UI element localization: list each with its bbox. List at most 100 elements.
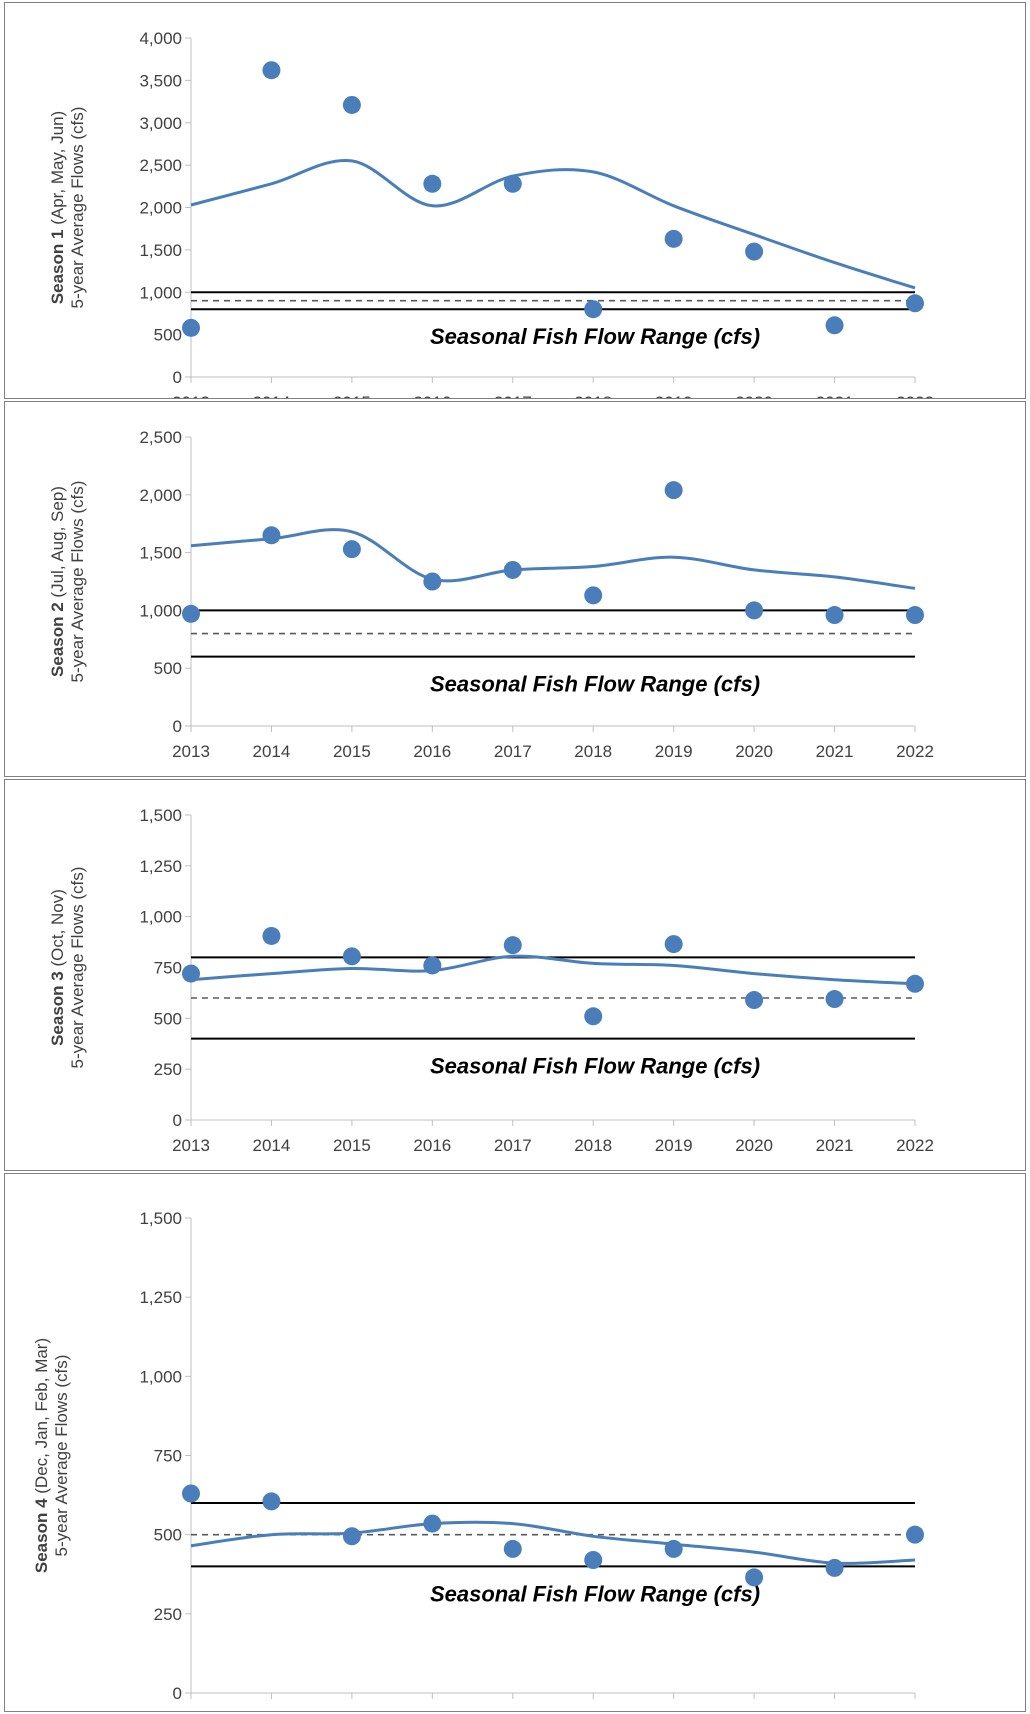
chart-panel-season-1: 0 500 1,000 1,500 2,000 2,500 3,000 3,500 4,000 2… bbox=[4, 2, 1026, 399]
y-axis-title: Season 4 (Dec, Jan, Feb, Mar) bbox=[32, 1338, 51, 1573]
data-point bbox=[342, 947, 361, 966]
y-axis-title-units: 5-year Average Flows (cfs) bbox=[68, 867, 87, 1069]
data-point bbox=[503, 174, 522, 193]
data-point bbox=[584, 586, 603, 605]
y-tick-label: 2,000 bbox=[139, 486, 182, 505]
data-point bbox=[745, 1568, 764, 1587]
range-annotation: Seasonal Fish Flow Range (cfs) bbox=[430, 672, 760, 697]
data-point bbox=[825, 1558, 844, 1577]
data-point bbox=[503, 936, 522, 955]
data-point bbox=[503, 1539, 522, 1558]
y-axis-title-season: Season 4 bbox=[32, 1498, 51, 1573]
x-tick-label: 2013 bbox=[172, 393, 210, 398]
x-tick-label: 2013 bbox=[172, 1709, 210, 1711]
x-tick-label: 2017 bbox=[494, 1709, 532, 1711]
x-tick-label: 2019 bbox=[655, 1709, 693, 1711]
chart-panel-season-4: 0 250 500 750 1,000 1,250 1,500 2013 2014 2015 201… bbox=[4, 1173, 1026, 1712]
range-annotation: Seasonal Fish Flow Range (cfs) bbox=[430, 1581, 760, 1606]
y-tick-label: 1,000 bbox=[139, 1367, 182, 1386]
data-point bbox=[182, 604, 200, 623]
x-tick-label: 2014 bbox=[253, 1709, 291, 1711]
x-tick-label: 2021 bbox=[816, 393, 854, 398]
data-point bbox=[262, 926, 281, 945]
y-axis-title-months: (Apr, May, Jun) bbox=[48, 111, 67, 230]
y-tick-label: 1,500 bbox=[139, 241, 182, 260]
x-tick-label: 2016 bbox=[413, 1709, 451, 1711]
y-tick-label: 250 bbox=[154, 1605, 182, 1624]
y-axis-title-units: 5-year Average Flows (cfs) bbox=[52, 1355, 71, 1557]
range-annotation: Seasonal Fish Flow Range (cfs) bbox=[430, 324, 760, 349]
x-tick-label: 2017 bbox=[494, 742, 532, 761]
trend-line bbox=[190, 1520, 916, 1565]
y-tick-label: 500 bbox=[154, 1526, 182, 1545]
x-tick-label: 2016 bbox=[413, 393, 451, 398]
data-point bbox=[342, 540, 361, 559]
data-point bbox=[182, 318, 200, 337]
x-tick-label: 2014 bbox=[253, 742, 291, 761]
y-tick-label: 2,500 bbox=[139, 428, 182, 447]
y-tick-label: 1,000 bbox=[139, 601, 182, 620]
data-point bbox=[584, 1551, 603, 1569]
x-tick-label: 2013 bbox=[172, 1136, 210, 1155]
x-tick-label: 2022 bbox=[896, 742, 934, 761]
y-tick-label: 500 bbox=[154, 326, 182, 345]
x-tick-label: 2017 bbox=[494, 393, 532, 398]
x-tick-label: 2019 bbox=[655, 393, 693, 398]
y-tick-label: 0 bbox=[173, 1684, 182, 1703]
x-tick-label: 2020 bbox=[735, 1136, 773, 1155]
y-tick-label: 1,000 bbox=[139, 908, 182, 927]
data-point bbox=[182, 964, 200, 983]
x-tick-label: 2018 bbox=[574, 1709, 612, 1711]
data-point bbox=[664, 935, 683, 954]
x-tick-label: 2021 bbox=[816, 1136, 854, 1155]
y-axis-title-months: (Dec, Jan, Feb, Mar) bbox=[32, 1338, 51, 1499]
data-point bbox=[584, 1007, 603, 1026]
chart-season-4: 0 250 500 750 1,000 1,250 1,500 2013 2014 2015 201… bbox=[32, 1209, 934, 1711]
y-tick-label: 1,250 bbox=[139, 1288, 182, 1307]
y-tick-label: 750 bbox=[154, 959, 182, 978]
x-tick-label: 2014 bbox=[253, 1136, 291, 1155]
data-point bbox=[745, 242, 764, 261]
x-tick-label: 2018 bbox=[574, 393, 612, 398]
data-point bbox=[262, 1492, 281, 1511]
y-axis-title-units: 5-year Average Flows (cfs) bbox=[68, 481, 87, 683]
trend-line bbox=[190, 528, 916, 590]
chart-panel-season-3: 0 250 500 750 1,000 1,250 1,500 2013 2014 2015 201… bbox=[4, 779, 1026, 1171]
data-point bbox=[584, 300, 603, 319]
data-point bbox=[423, 956, 442, 975]
data-point bbox=[342, 95, 361, 114]
y-axis-title: Season 2 (Jul, Aug, Sep) bbox=[48, 486, 67, 677]
x-tick-label: 2016 bbox=[413, 1136, 451, 1155]
x-tick-label: 2022 bbox=[896, 1136, 934, 1155]
x-tick-label: 2022 bbox=[896, 393, 934, 398]
x-tick-label: 2020 bbox=[735, 742, 773, 761]
y-axis-title-units: 5-year Average Flows (cfs) bbox=[68, 107, 87, 309]
data-point bbox=[423, 1514, 442, 1533]
data-point bbox=[906, 974, 924, 993]
x-tick-label: 2020 bbox=[735, 1709, 773, 1711]
data-point bbox=[825, 990, 844, 1009]
chart-season-1: 0 500 1,000 1,500 2,000 2,500 3,000 3,500 4,000 2… bbox=[48, 29, 934, 398]
data-point bbox=[906, 606, 924, 625]
y-axis-title-season: Season 2 bbox=[48, 602, 67, 677]
y-tick-label: 3,500 bbox=[139, 71, 182, 90]
y-tick-label: 1,500 bbox=[139, 1209, 182, 1228]
chart-season-3: 0 250 500 750 1,000 1,250 1,500 2013 2014 2015 201… bbox=[48, 806, 934, 1155]
data-point bbox=[423, 572, 442, 591]
y-axis-title-months: (Jul, Aug, Sep) bbox=[48, 486, 67, 602]
y-tick-label: 1,250 bbox=[139, 857, 182, 876]
y-tick-label: 2,000 bbox=[139, 199, 182, 218]
y-tick-label: 0 bbox=[173, 717, 182, 736]
y-axis-title: Season 1 (Apr, May, Jun) bbox=[48, 111, 67, 304]
y-tick-label: 500 bbox=[154, 1009, 182, 1028]
x-tick-label: 2015 bbox=[333, 393, 371, 398]
y-axis-title-season: Season 3 bbox=[48, 971, 67, 1046]
y-tick-label: 1,000 bbox=[139, 283, 182, 302]
range-annotation: Seasonal Fish Flow Range (cfs) bbox=[430, 1054, 760, 1079]
chart-season-2: 0 500 1,000 1,500 2,000 2,500 2013 2014 2015 2016… bbox=[48, 428, 934, 761]
data-point bbox=[745, 991, 764, 1010]
x-tick-label: 2016 bbox=[413, 742, 451, 761]
x-tick-label: 2019 bbox=[655, 742, 693, 761]
x-tick-label: 2020 bbox=[735, 393, 773, 398]
x-tick-label: 2021 bbox=[816, 742, 854, 761]
